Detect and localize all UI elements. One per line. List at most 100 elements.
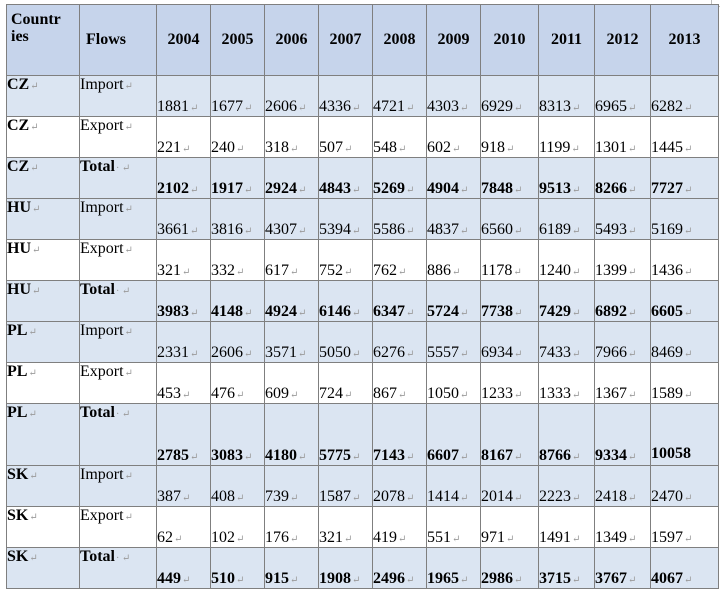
value-cell: 449↵	[156, 547, 211, 589]
header-year: 2007	[318, 4, 373, 76]
value-text: 1881	[157, 98, 190, 115]
return-mark-icon: ↵	[628, 226, 637, 237]
header-countries: Countr ies	[6, 4, 80, 76]
value-cell: 2331↵	[156, 321, 211, 363]
value-cell: 7848↵	[480, 157, 539, 199]
value-cell: 1881↵	[156, 75, 211, 117]
value-cell: 1349↵	[594, 506, 651, 548]
return-mark-icon: ↵	[452, 267, 461, 278]
value-cell: 2606↵	[264, 75, 319, 117]
country-label: HU	[7, 240, 32, 258]
value-text: 240	[211, 139, 236, 156]
value-cell: 102↵	[210, 506, 265, 548]
return-mark-icon: ↵	[352, 226, 361, 237]
return-mark-icon: ↵	[190, 452, 199, 463]
return-mark-icon: ↵	[298, 185, 307, 196]
value-text: 2223	[539, 488, 572, 505]
value-text: 8313	[539, 98, 572, 115]
value-cell: 176↵	[264, 506, 319, 548]
country-label: SK	[7, 466, 29, 484]
value-cell: 2496↵	[372, 547, 427, 589]
return-mark-icon: ↵	[290, 390, 299, 401]
value-text: 1587	[319, 488, 352, 505]
value-cell: 2102↵	[156, 157, 211, 199]
return-mark-icon: ↵	[124, 81, 133, 92]
value-text: 1349	[595, 529, 628, 546]
return-mark-icon: ↵	[124, 122, 133, 133]
value-text: 5050	[319, 344, 352, 361]
value-text: 971	[481, 529, 506, 546]
value-text: 7848	[481, 180, 514, 197]
value-cell: 2924↵	[264, 157, 319, 199]
value-cell: 5493↵	[594, 198, 651, 240]
return-mark-icon: ↵	[124, 204, 133, 215]
return-mark-icon: ↵	[628, 452, 637, 463]
value-cell: 1367↵	[594, 362, 651, 404]
value-text: 4837	[427, 221, 460, 238]
value-text: 8167	[481, 447, 514, 464]
return-mark-icon: ↵	[298, 349, 307, 360]
table-row: HU↵ Export↵ 321↵ 332↵ 617↵ 752↵ 762↵ 886↵ 1178↵ 1…	[6, 239, 719, 281]
value-cell: 4721↵	[372, 75, 427, 117]
value-text: 7966	[595, 344, 628, 361]
country-cell: HU↵	[6, 239, 80, 281]
value-text: 4307	[265, 221, 298, 238]
return-mark-icon: ↵	[406, 103, 415, 114]
return-mark-icon: · ↵	[115, 163, 131, 174]
value-cell: 7433↵	[538, 321, 595, 363]
value-text: 4148	[211, 303, 244, 320]
return-mark-icon: ↵	[572, 185, 581, 196]
return-mark-icon: ↵	[572, 226, 581, 237]
return-mark-icon: ↵	[190, 308, 199, 319]
header-year: 2012	[594, 4, 651, 76]
value-cell: 8469↵	[650, 321, 719, 363]
value-cell: 6282↵	[650, 75, 719, 117]
value-cell: 602↵	[426, 116, 481, 158]
return-mark-icon: ↵	[406, 575, 415, 586]
value-cell: 8266↵	[594, 157, 651, 199]
value-cell: 2418↵	[594, 465, 651, 507]
return-mark-icon: ↵	[628, 103, 637, 114]
value-cell: 6929↵	[480, 75, 539, 117]
return-mark-icon: ↵	[290, 493, 299, 504]
value-cell: 4067↵	[650, 547, 719, 589]
value-text: 321	[319, 529, 344, 546]
return-mark-icon: ↵	[684, 534, 693, 545]
country-label: HU	[7, 199, 32, 217]
country-label: SK	[7, 507, 29, 525]
value-cell: 1491↵	[538, 506, 595, 548]
value-text: 8469	[651, 344, 684, 361]
value-text: 6347	[373, 303, 406, 320]
return-mark-icon: ↵	[460, 185, 469, 196]
value-text: 6146	[319, 303, 352, 320]
value-cell: 5775↵	[318, 403, 373, 466]
value-cell: 3715↵	[538, 547, 595, 589]
table-row: SK↵ Export↵ 62↵ 102↵ 176↵ 321↵ 419↵ 551↵ 971↵ 149…	[6, 506, 719, 548]
value-text: 10058	[651, 445, 692, 462]
return-mark-icon: · ↵	[115, 553, 131, 564]
value-text: 2014	[481, 488, 514, 505]
flow-label: Total	[80, 404, 115, 422]
value-cell: 7727↵	[650, 157, 719, 199]
return-mark-icon: ↵	[513, 267, 522, 278]
return-mark-icon: ↵	[452, 144, 461, 155]
value-text: 4843	[319, 180, 352, 197]
flow-label: Export	[80, 507, 124, 525]
value-cell: 1436↵	[650, 239, 719, 281]
value-text: 8766	[539, 447, 572, 464]
flow-cell: Export↵	[79, 362, 157, 404]
value-text: 2785	[157, 447, 190, 464]
value-text: 6607	[427, 447, 460, 464]
value-text: 2496	[373, 570, 406, 587]
table-row: CZ↵ Import↵ 1881↵ 1677↵ 2606↵ 4336↵ 4721↵ 4303↵…	[6, 75, 719, 117]
value-text: 3983	[157, 303, 190, 320]
return-mark-icon: ↵	[628, 185, 637, 196]
return-mark-icon: ↵	[290, 267, 299, 278]
value-text: 867	[373, 385, 398, 402]
return-mark-icon: ↵	[684, 390, 693, 401]
return-mark-icon: ↵	[174, 534, 183, 545]
value-text: 1677	[211, 98, 244, 115]
table-row: CZ↵ Export↵ 221↵ 240↵ 318↵ 507↵ 548↵ 602↵ 918↵ 11…	[6, 116, 719, 158]
value-text: 6892	[595, 303, 628, 320]
value-text: 617	[265, 262, 290, 279]
